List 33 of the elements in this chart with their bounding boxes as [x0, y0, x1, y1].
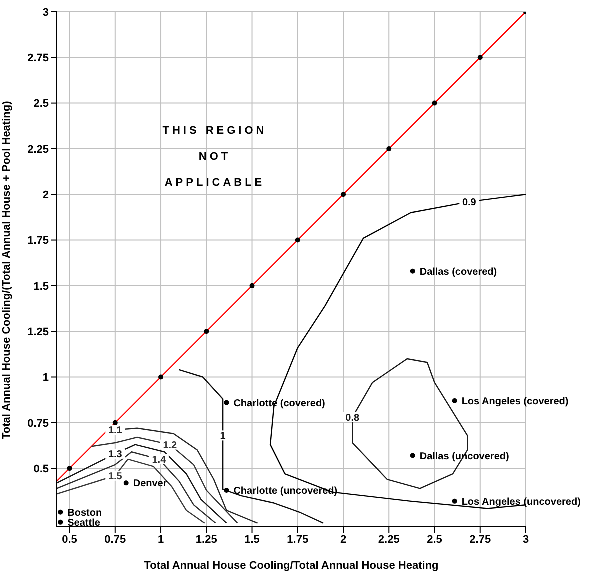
x-tick-label: 2: [340, 534, 347, 546]
y-tick-label: 1.75: [28, 235, 49, 248]
series-label: 1: [220, 431, 226, 442]
y-tick-label: 0.75: [28, 418, 49, 430]
x-tick-label: 0.75: [104, 534, 126, 546]
y-tick-label: 0.5: [34, 463, 49, 476]
x-tick-label: 2.25: [378, 534, 400, 546]
y-tick-label: 2.25: [28, 144, 49, 156]
annotation: Los Angeles (uncovered): [462, 496, 581, 508]
annotation: Seattle: [68, 518, 101, 529]
x-tick-label: 1: [158, 534, 164, 546]
x-tick-label: 2.75: [470, 534, 492, 546]
y-tick-label: 2.75: [28, 52, 49, 65]
annotation: Los Angeles (covered): [462, 396, 569, 408]
x-tick-label: 1.75: [287, 534, 309, 546]
annotation: Denver: [133, 478, 168, 490]
x-tick-label: 1.25: [196, 534, 218, 546]
annotation: Dallas (covered): [420, 266, 498, 278]
y-tick-label: 1.25: [28, 326, 49, 338]
x-tick-label: 1.5: [244, 534, 260, 546]
annotation: Boston: [68, 508, 102, 519]
x-tick-label: 0.5: [62, 534, 78, 546]
x-tick-label: 2.5: [427, 534, 442, 546]
y-axis-title: Total Annual House Cooling/(Total Annual House + Pool Heating): [0, 100, 13, 440]
y-tick-label: 1.5: [34, 280, 49, 293]
x-axis-title: Total Annual House Cooling/Total Annual House Heating: [144, 560, 439, 572]
x-tick-label: 3: [522, 534, 530, 546]
text: THIS REGION NOT APPLICABLE: [162, 125, 268, 189]
annotation: Charlotte (uncovered): [234, 486, 338, 497]
y-tick-label: 2: [42, 190, 49, 202]
y-tick-label: 3: [42, 6, 49, 19]
y-tick-label: 2.5: [34, 98, 49, 110]
y-tick-label: 1: [42, 372, 49, 384]
